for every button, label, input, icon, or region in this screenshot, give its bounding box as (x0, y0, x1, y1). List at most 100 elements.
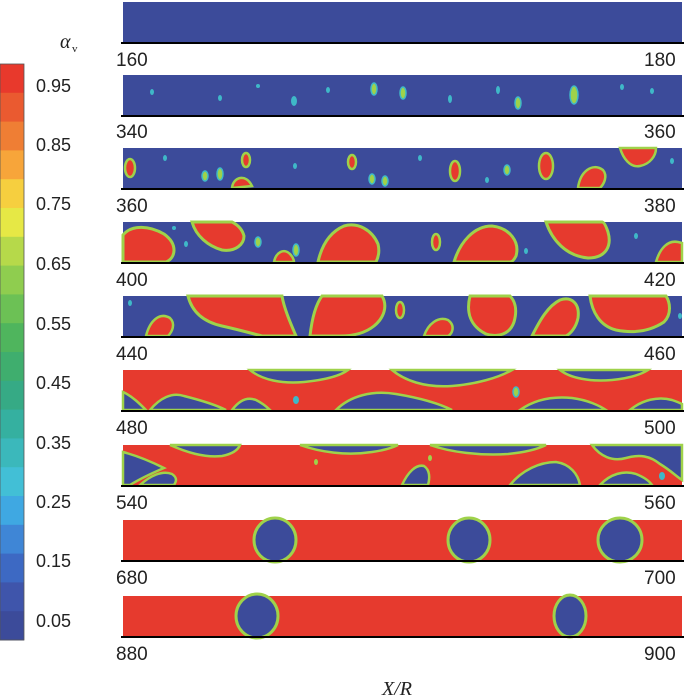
liquid-region (388, 368, 517, 388)
panel-left-tick: 480 (116, 418, 148, 439)
colorbar-band (0, 496, 24, 526)
vapor-bubble (381, 175, 389, 187)
vapor-bubble (524, 248, 528, 254)
colorbar-band (0, 380, 24, 411)
colorbar-bands (0, 63, 25, 641)
panel-160-180: 160 180 (116, 2, 684, 71)
panel-540-560: 540 560 (116, 443, 684, 514)
colorbar-label: 0.25 (36, 492, 71, 512)
colorbar-band (0, 582, 24, 612)
panel-480-500: 480 500 (116, 368, 684, 439)
liquid-droplet (293, 396, 299, 404)
panel-left-tick: 440 (116, 344, 148, 365)
liquid-region (229, 397, 274, 412)
colorbar-band (0, 323, 24, 353)
panel-400-420: 400 420 (116, 220, 684, 291)
vapor-bubble (496, 86, 500, 94)
liquid-droplet (314, 459, 318, 465)
vapor-bubbles (150, 82, 654, 110)
liquid-slug (552, 593, 588, 639)
panel-left-tick: 160 (116, 50, 148, 71)
liquid-region (507, 460, 582, 487)
colorbar-band (0, 553, 24, 583)
vapor-cavity (230, 176, 254, 190)
colorbar-band (0, 64, 24, 94)
liquid-region (429, 443, 547, 456)
colorbar-variable-subscript: v (72, 43, 78, 55)
vapor-bubble (292, 243, 300, 257)
colorbar-label: 0.05 (36, 611, 71, 631)
vapor-cavity (543, 220, 611, 260)
vapor-cavities (128, 294, 682, 338)
vapor-bubble (503, 164, 511, 176)
panel-right-tick: 500 (644, 418, 676, 439)
panel-right-tick: 700 (644, 568, 676, 589)
liquid-region (147, 393, 227, 412)
vapor-bubble (150, 89, 154, 95)
vapor-bubble (418, 155, 422, 161)
liquid-slug (252, 516, 298, 564)
liquid-region (299, 443, 399, 455)
vapor-cavity (618, 146, 658, 168)
vapor-bubble (256, 84, 260, 88)
vapor-bubble (293, 163, 297, 169)
vapor-cavity (190, 220, 246, 252)
vapor-cavity (144, 314, 175, 338)
colorbar-band (0, 150, 24, 180)
vapor-bubbles (123, 146, 674, 190)
vapor-bubble (670, 158, 674, 164)
vapor-bubble (123, 157, 137, 179)
vapor-bubble (448, 159, 462, 183)
liquid-regions (121, 443, 684, 487)
liquid-slug (234, 592, 280, 640)
vapor-bubble (368, 173, 376, 185)
vapor-bubble (240, 151, 252, 169)
colorbar-label: 0.45 (36, 373, 71, 393)
colorbar-label: 0.75 (36, 194, 71, 214)
liquid-region (626, 397, 684, 412)
liquid-region (169, 443, 242, 458)
vapor-bubble (201, 170, 209, 182)
panel-left-tick: 360 (116, 196, 148, 217)
vapor-cavity (529, 297, 580, 338)
panel-left-tick: 680 (116, 568, 148, 589)
colorbar-band (0, 438, 24, 468)
vapor-cavity (308, 294, 387, 338)
vapor-cavity (576, 165, 607, 190)
liquid-slug (446, 516, 492, 564)
colorbar-label: 0.55 (36, 314, 71, 334)
panel-left-tick: 880 (116, 644, 148, 665)
vapor-bubble (394, 300, 406, 320)
vapor-bubble (399, 86, 407, 100)
colorbar-band (0, 611, 24, 641)
vapor-bubble (537, 151, 555, 181)
colorbar-band (0, 236, 24, 267)
colorbar-outline (0, 63, 25, 641)
contour-panels: 160 180 340 360 (116, 2, 684, 665)
vapor-bubble (370, 82, 378, 96)
colorbar-label: 0.85 (36, 135, 71, 155)
vapor-cavity (316, 223, 381, 264)
vapor-bubble (620, 84, 624, 90)
vapor-bubble (291, 96, 297, 106)
colorbar-label: 0.35 (36, 433, 71, 453)
liquid-region (246, 368, 352, 384)
vapor-bubble (569, 85, 579, 105)
colorbar-labels: 0.95 0.85 0.75 0.65 0.55 0.45 0.35 0.25 … (36, 76, 71, 631)
vapor-bubble (650, 88, 654, 94)
vapor-bubble (678, 313, 682, 319)
vapor-cavity (467, 294, 518, 337)
panel-right-tick: 180 (644, 50, 676, 71)
vapor-bubble (346, 153, 358, 171)
liquid-region (556, 368, 653, 382)
liquid-regions (121, 368, 684, 412)
liquid-region (136, 471, 178, 487)
colorbar-band (0, 294, 24, 324)
panel-left-tick: 540 (116, 493, 148, 514)
vapor-cavity (588, 294, 671, 334)
vapor-bubble (634, 233, 638, 239)
panel-field (123, 2, 682, 42)
colorbar-band (0, 92, 24, 123)
colorbar-band (0, 208, 24, 238)
